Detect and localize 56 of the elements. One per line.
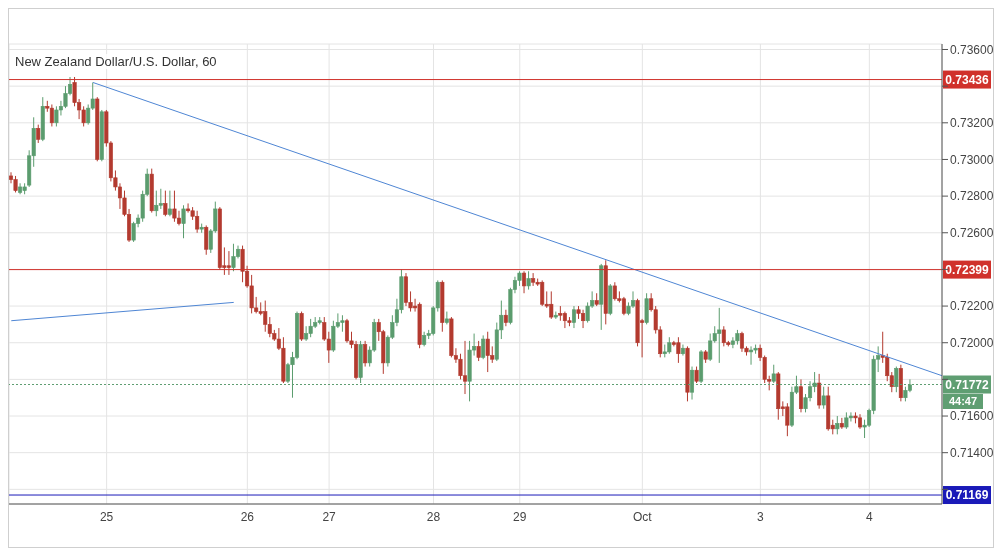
candlestick — [503, 309, 508, 327]
candlestick — [172, 190, 177, 223]
y-tick-label: 0.72600 — [950, 226, 994, 241]
x-tick-label: Oct — [633, 509, 653, 524]
candlestick — [186, 202, 191, 214]
candlestick — [680, 344, 685, 357]
candlestick — [531, 272, 536, 287]
ref-line-label: 0.71772 — [945, 377, 990, 392]
y-tick-label: 0.71600 — [950, 409, 994, 424]
ref-line-label: 0.72399 — [945, 262, 990, 277]
y-tick-label: 0.72000 — [950, 335, 994, 350]
y-tick-label: 0.73600 — [950, 42, 994, 57]
candlestick — [36, 124, 41, 144]
candlestick — [571, 305, 576, 329]
candlestick — [526, 270, 531, 291]
ref-line-label: 0.73436 — [945, 72, 990, 87]
text: New Zealand Dollar/U.S. Dollar, 60 — [15, 54, 217, 69]
candlestick — [621, 296, 626, 316]
candlestick — [231, 243, 236, 272]
candlestick — [817, 373, 822, 410]
candlestick — [167, 190, 172, 217]
candlestick — [522, 270, 527, 294]
x-tick-label: 29 — [513, 509, 527, 524]
x-tick-label: 25 — [99, 509, 114, 524]
candlestick — [363, 340, 368, 368]
y-tick-label: 0.73200 — [950, 116, 994, 131]
candlestick — [163, 190, 168, 217]
y-tick-label: 0.72200 — [950, 299, 994, 314]
candlestick — [485, 331, 490, 373]
candlestick — [204, 224, 209, 256]
candlestick — [481, 334, 486, 360]
candlestick — [54, 105, 59, 127]
candlestick — [181, 204, 186, 239]
candlestick — [676, 336, 681, 364]
x-tick-label: 3 — [757, 509, 765, 524]
x-tick-label: 4 — [866, 509, 874, 524]
candlestick — [644, 292, 649, 325]
x-tick-label: 28 — [426, 509, 441, 524]
ref-line-label: 0.71169 — [945, 488, 989, 503]
candlestick — [176, 210, 181, 226]
x-tick-label: 26 — [240, 509, 255, 524]
y-tick-label: 0.72800 — [950, 189, 994, 204]
y-tick-label: 0.73000 — [950, 152, 994, 167]
candlestick — [821, 386, 826, 410]
candlestick — [226, 250, 231, 276]
x-tick-label: 27 — [322, 509, 337, 524]
candlestick — [476, 340, 481, 362]
y-tick-label: 0.71400 — [950, 445, 994, 460]
candlestick — [304, 325, 309, 342]
candlestick — [444, 311, 449, 325]
text: 44:47 — [943, 393, 983, 409]
candlestick — [49, 103, 54, 127]
candlestick — [154, 190, 159, 217]
candlestick — [798, 378, 803, 413]
candlestick — [749, 345, 754, 366]
candlestick — [835, 415, 840, 435]
